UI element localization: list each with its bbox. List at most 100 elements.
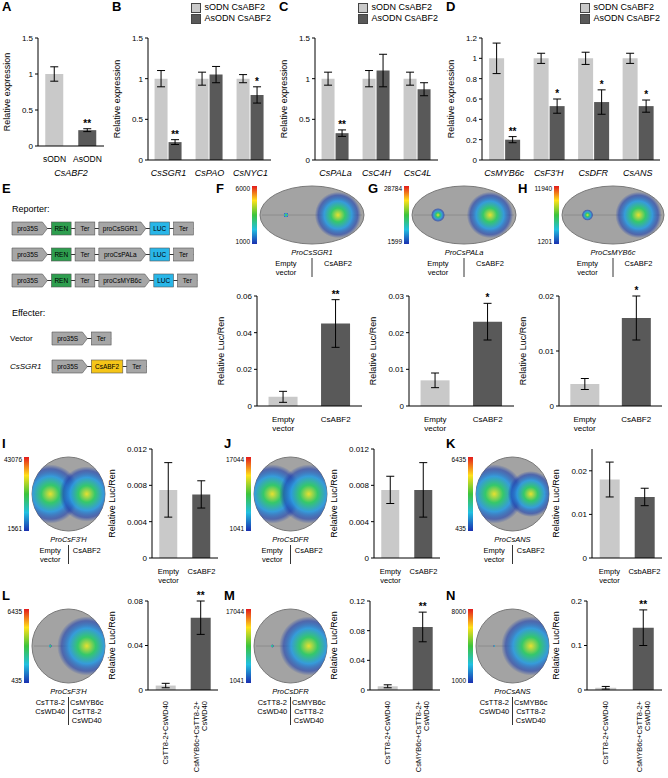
svg-text:0: 0	[578, 686, 583, 695]
svg-text:Relative expression: Relative expression	[279, 60, 289, 139]
svg-text:0.004: 0.004	[349, 518, 370, 527]
svg-text:0: 0	[139, 686, 144, 695]
svg-text:0.5: 0.5	[22, 106, 34, 115]
svg-text:0.03: 0.03	[388, 292, 404, 301]
svg-text:0.1: 0.1	[571, 641, 583, 650]
svg-text:Relative Luc/Ren: Relative Luc/Ren	[551, 611, 561, 680]
svg-text:**: **	[332, 289, 340, 300]
svg-text:1561: 1561	[8, 525, 23, 532]
svg-text:CsWD40: CsWD40	[643, 701, 652, 731]
svg-text:Ter: Ter	[183, 277, 193, 284]
svg-text:Ter: Ter	[179, 225, 189, 232]
svg-text:0.008: 0.008	[349, 481, 370, 490]
svg-text:CsTT8-2: CsTT8-2	[480, 698, 509, 707]
svg-text:*: *	[634, 285, 638, 296]
svg-text:Ter: Ter	[80, 251, 90, 258]
svg-text:CsMYB6c: CsMYB6c	[70, 698, 104, 707]
svg-text:vector: vector	[40, 555, 61, 564]
svg-text:Relative Luc/Ren: Relative Luc/Ren	[107, 469, 117, 538]
svg-text:Empty: Empty	[484, 546, 506, 555]
svg-text:43076: 43076	[4, 456, 22, 463]
svg-text:1041: 1041	[230, 677, 245, 684]
svg-text:Empty: Empty	[275, 259, 297, 268]
svg-text:0.004: 0.004	[127, 518, 148, 527]
svg-text:CsTT8-2+CsWD40: CsTT8-2+CsWD40	[161, 701, 170, 765]
svg-text:LUC: LUC	[153, 251, 166, 258]
svg-text:REN: REN	[54, 251, 68, 258]
svg-text:vector: vector	[577, 268, 598, 277]
svg-text:0.06: 0.06	[236, 292, 252, 301]
svg-text:0.01: 0.01	[538, 347, 554, 356]
svg-text:vector: vector	[484, 555, 505, 564]
svg-text:CsMYB6c: CsMYB6c	[514, 698, 548, 707]
svg-text:CsF3'H: CsF3'H	[534, 168, 564, 178]
svg-text:ProCsMYB6c: ProCsMYB6c	[590, 248, 635, 257]
svg-text:0: 0	[583, 554, 588, 563]
svg-text:0: 0	[306, 156, 311, 165]
svg-text:1599: 1599	[388, 238, 403, 245]
svg-text:**: **	[639, 599, 647, 610]
svg-text:CsC4L: CsC4L	[404, 168, 432, 178]
svg-text:CsABF2: CsABF2	[73, 546, 101, 555]
svg-text:CsABF2: CsABF2	[324, 259, 352, 268]
svg-text:0.04: 0.04	[236, 329, 252, 338]
svg-text:1000: 1000	[236, 238, 251, 245]
svg-text:CsABF2: CsABF2	[295, 546, 323, 555]
svg-text:Ter: Ter	[132, 363, 142, 370]
svg-text:6435: 6435	[452, 456, 467, 463]
svg-text:1.5: 1.5	[299, 34, 311, 43]
svg-text:Relative Luc/Ren: Relative Luc/Ren	[518, 317, 528, 386]
svg-text:LUC: LUC	[157, 277, 170, 284]
svg-text:pro35S: pro35S	[57, 363, 79, 371]
svg-text:0.012: 0.012	[349, 445, 370, 454]
svg-text:Relative expression: Relative expression	[446, 60, 456, 139]
svg-text:CsWD40: CsWD40	[479, 707, 509, 716]
svg-text:0.01: 0.01	[388, 365, 404, 374]
svg-text:ProCsDFR: ProCsDFR	[272, 535, 309, 544]
svg-text:CsC4H: CsC4H	[362, 168, 392, 178]
svg-text:Reporter:: Reporter:	[12, 204, 50, 214]
svg-text:0.02: 0.02	[388, 329, 404, 338]
svg-text:*: *	[555, 88, 559, 99]
svg-text:0.02: 0.02	[538, 292, 554, 301]
svg-text:0.6: 0.6	[466, 95, 478, 104]
svg-text:**: **	[419, 601, 427, 612]
svg-text:Relative Luc/Ren: Relative Luc/Ren	[216, 317, 226, 386]
svg-text:0: 0	[361, 686, 366, 695]
svg-text:Ter: Ter	[97, 335, 107, 342]
svg-text:CsTT8-2: CsTT8-2	[294, 707, 323, 716]
svg-text:proCsMYB6c: proCsMYB6c	[103, 277, 142, 285]
svg-text:Empty: Empty	[573, 415, 596, 424]
svg-text:proCsSGR1: proCsSGR1	[103, 225, 138, 233]
svg-text:1: 1	[139, 75, 144, 84]
svg-text:1: 1	[473, 54, 478, 63]
svg-text:ProCsANS: ProCsANS	[494, 687, 530, 696]
svg-text:LUC: LUC	[153, 225, 166, 232]
svg-text:0.8: 0.8	[466, 75, 478, 84]
svg-text:CsABF2: CsABF2	[321, 415, 351, 424]
svg-text:CsPALa: CsPALa	[319, 168, 351, 178]
svg-text:CsSGR1: CsSGR1	[151, 168, 187, 178]
svg-text:CsABF2: CsABF2	[473, 415, 503, 424]
svg-text:1.5: 1.5	[22, 34, 34, 43]
svg-text:Relative Luc/Ren: Relative Luc/Ren	[551, 469, 561, 538]
svg-text:Empty: Empty	[424, 415, 447, 424]
svg-text:Relative Luc/Ren: Relative Luc/Ren	[329, 469, 339, 538]
svg-text:vector: vector	[380, 576, 401, 585]
svg-text:**: **	[509, 126, 517, 137]
svg-text:Relative expression: Relative expression	[2, 53, 12, 132]
svg-text:**: **	[197, 590, 205, 601]
svg-text:1.5: 1.5	[132, 34, 144, 43]
svg-text:pro35S: pro35S	[17, 225, 39, 233]
svg-text:CsTT8-2+CsWD40: CsTT8-2+CsWD40	[383, 701, 392, 765]
svg-text:CsNYC1: CsNYC1	[233, 168, 268, 178]
svg-text:CsWD40: CsWD40	[294, 716, 324, 725]
svg-text:CsTT8-2: CsTT8-2	[258, 698, 287, 707]
svg-text:1.2: 1.2	[466, 34, 478, 43]
svg-text:ProCsPALa: ProCsPALa	[445, 248, 484, 257]
svg-text:proCsPALa: proCsPALa	[104, 251, 137, 259]
svg-text:0.2: 0.2	[571, 597, 583, 606]
svg-text:CsTT8-2: CsTT8-2	[72, 707, 101, 716]
svg-text:CsWD40: CsWD40	[35, 707, 65, 716]
svg-text:vector: vector	[599, 576, 620, 585]
